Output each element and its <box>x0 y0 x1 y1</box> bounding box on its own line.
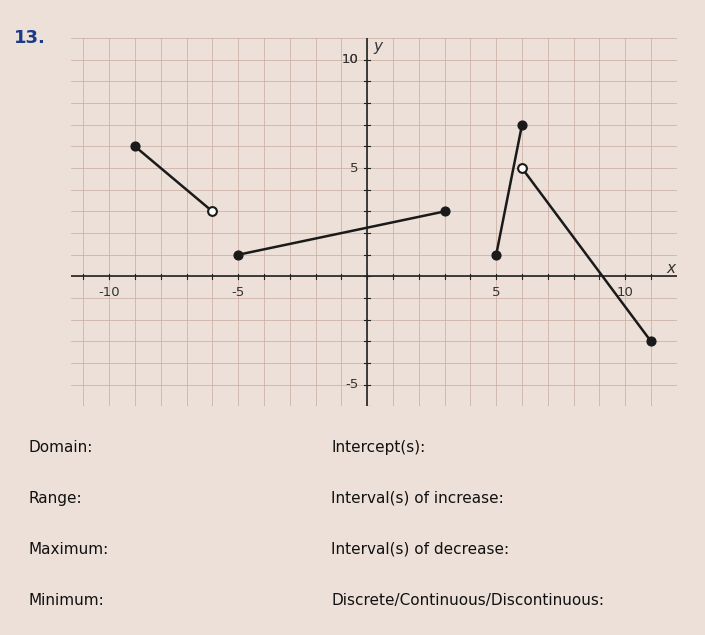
Point <box>129 142 140 152</box>
Text: Interval(s) of decrease:: Interval(s) of decrease: <box>331 542 510 557</box>
Point <box>233 250 244 260</box>
Text: Maximum:: Maximum: <box>28 542 109 557</box>
Point <box>645 337 656 347</box>
Text: Intercept(s):: Intercept(s): <box>331 440 426 455</box>
Text: -10: -10 <box>99 286 120 299</box>
Text: 10: 10 <box>341 53 358 66</box>
Text: Discrete/Continuous/Discontinuous:: Discrete/Continuous/Discontinuous: <box>331 592 604 608</box>
Text: Minimum:: Minimum: <box>28 592 104 608</box>
Point <box>439 206 450 217</box>
Text: 10: 10 <box>617 286 634 299</box>
Text: 5: 5 <box>350 161 358 175</box>
Text: 10: 10 <box>341 53 358 66</box>
Text: x: x <box>666 262 675 276</box>
Point <box>516 163 527 173</box>
Point <box>516 119 527 130</box>
Point <box>207 206 218 217</box>
Text: -5: -5 <box>231 286 245 299</box>
Text: y: y <box>374 39 383 54</box>
Text: Domain:: Domain: <box>28 440 92 455</box>
Text: Range:: Range: <box>28 491 82 506</box>
Text: 13.: 13. <box>14 29 46 46</box>
Text: Interval(s) of increase:: Interval(s) of increase: <box>331 491 504 506</box>
Text: -5: -5 <box>345 378 358 391</box>
Point <box>491 250 502 260</box>
Text: 5: 5 <box>492 286 501 299</box>
